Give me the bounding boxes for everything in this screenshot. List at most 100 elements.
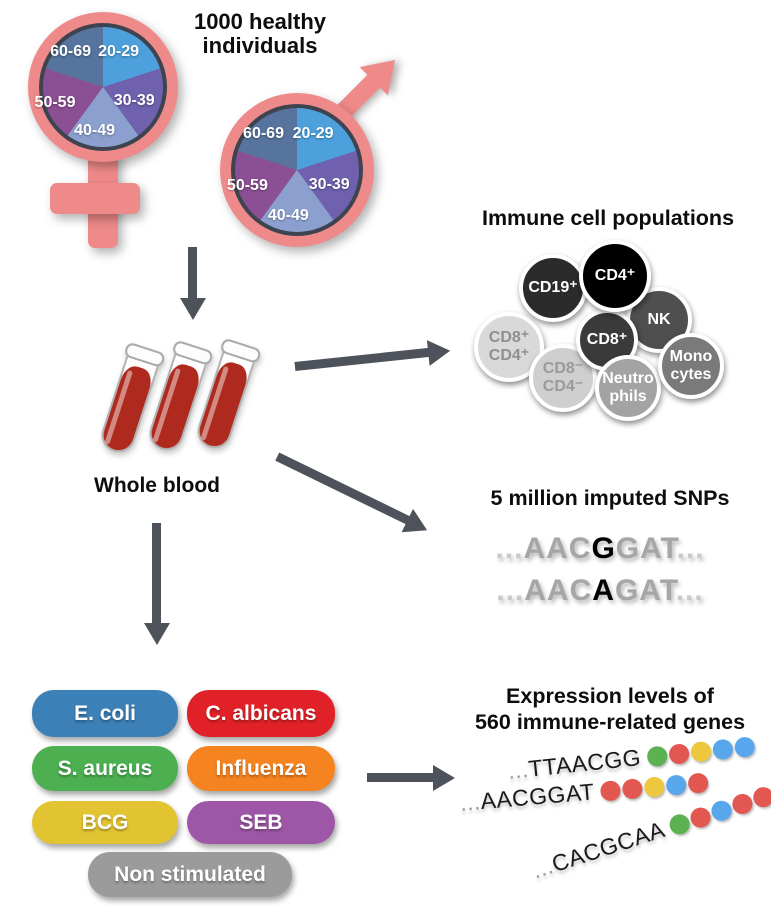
gene-sequence: ...AACGGAT bbox=[459, 778, 596, 817]
pie-label-30-39: 30-39 bbox=[308, 175, 350, 193]
cell-label: phils bbox=[609, 388, 647, 405]
stimulus-label: S. aureus bbox=[57, 756, 153, 780]
arrow-shaft bbox=[367, 773, 435, 782]
arrow-stimuli-to-expression-icon bbox=[367, 765, 455, 791]
arrow-shaft bbox=[275, 452, 412, 526]
sequence-letters: AACGGAT bbox=[479, 778, 596, 815]
arrow-shaft bbox=[152, 523, 161, 625]
pie-label-60-69: 60-69 bbox=[243, 125, 284, 143]
cell-monocytes: Mono cytes bbox=[658, 333, 724, 399]
expression-dot bbox=[666, 811, 692, 837]
snp-variant: G bbox=[591, 532, 616, 565]
cohort-title-line2: individuals bbox=[202, 33, 318, 58]
expression-dot bbox=[665, 773, 687, 796]
stimulus-calbicans: C. albicans bbox=[187, 690, 335, 737]
gene-sequence: ...CACGCAA bbox=[529, 816, 669, 884]
expression-dot bbox=[687, 804, 713, 830]
snp-sequence-1: ...AACGGAT... bbox=[430, 532, 770, 566]
snp-ellipsis: ... bbox=[496, 574, 525, 607]
expression-dot bbox=[708, 797, 734, 823]
snp-ellipsis: ... bbox=[495, 532, 524, 565]
stimulus-label: SEB bbox=[239, 810, 283, 834]
cohort-title-line1: 1000 healthy bbox=[193, 9, 327, 34]
cell-label: Mono bbox=[669, 348, 713, 365]
female-pie-ring: 20-29 30-39 40-49 50-59 60-69 bbox=[35, 23, 167, 151]
stimulus-label: BCG bbox=[81, 810, 129, 834]
sequence-ellipsis: ... bbox=[506, 755, 530, 784]
arrow-head bbox=[433, 765, 455, 791]
female-symbol: 20-29 30-39 40-49 50-59 60-69 bbox=[28, 12, 178, 162]
stimulus-non-stimulated: Non stimulated bbox=[88, 852, 292, 897]
expression-dot bbox=[621, 777, 644, 800]
snp-ellipsis: ... bbox=[675, 574, 704, 607]
pie-label-20-29: 20-29 bbox=[98, 43, 140, 61]
stimulus-label: Influenza bbox=[215, 756, 307, 780]
male-symbol: 20-29 30-39 40-49 50-59 60-69 bbox=[220, 93, 374, 247]
arrow-blood-to-stimuli-icon bbox=[144, 523, 170, 645]
pie-label-40-49: 40-49 bbox=[74, 122, 116, 140]
pie-label-40-49: 40-49 bbox=[267, 206, 309, 224]
stimulus-label: C. albicans bbox=[205, 701, 317, 725]
snp-post: GAT bbox=[615, 532, 677, 565]
cell-label: CD19⁺ bbox=[528, 279, 578, 296]
arrow-shaft bbox=[188, 247, 197, 300]
expression-dot bbox=[729, 790, 755, 817]
stimulus-label: Non stimulated bbox=[114, 862, 266, 886]
cell-label: Neutro bbox=[602, 370, 654, 387]
expression-dot bbox=[667, 742, 690, 765]
arrow-blood-to-snps-icon bbox=[271, 445, 433, 542]
expression-dot bbox=[645, 744, 668, 767]
male-pie-ring: 20-29 30-39 40-49 50-59 60-69 bbox=[227, 104, 363, 236]
snp-pre: AAC bbox=[523, 532, 592, 565]
stimulus-label: E. coli bbox=[74, 701, 136, 725]
snp-sequence-2: ...AACAGAT... bbox=[430, 574, 770, 608]
pie-label-20-29: 20-29 bbox=[292, 125, 334, 143]
expression-dot bbox=[643, 775, 666, 798]
stimulus-bcg: BCG bbox=[32, 801, 178, 844]
expression-dot bbox=[750, 784, 771, 810]
pie-label-50-59: 50-59 bbox=[226, 177, 268, 195]
expression-dot bbox=[599, 779, 622, 802]
cell-label: cytes bbox=[670, 366, 712, 383]
expression-dot bbox=[687, 771, 709, 794]
cell-label: CD8⁻ bbox=[542, 360, 584, 377]
snp-variant: A bbox=[592, 574, 615, 607]
cell-label: CD4⁺ bbox=[594, 267, 636, 284]
pie-label-50-59: 50-59 bbox=[34, 93, 76, 111]
age-pie: 20-29 30-39 40-49 50-59 60-69 bbox=[35, 27, 163, 147]
female-symbol-horizontal-bar bbox=[50, 183, 140, 214]
stimulus-seb: SEB bbox=[187, 801, 335, 844]
snp-pre: AAC bbox=[524, 574, 593, 607]
arrow-head bbox=[144, 623, 170, 645]
snp-ellipsis: ... bbox=[676, 532, 705, 565]
snps-title: 5 million imputed SNPs bbox=[490, 486, 730, 510]
cell-label: CD8⁺ bbox=[586, 331, 628, 348]
pie-label-60-69: 60-69 bbox=[50, 43, 92, 61]
cell-label: CD4⁺ bbox=[488, 347, 530, 364]
stimulus-influenza: Influenza bbox=[187, 746, 335, 791]
arrow-blood-to-cells-icon bbox=[294, 337, 452, 380]
snp-post: GAT bbox=[614, 574, 676, 607]
cohort-title: 1000 healthy individuals bbox=[150, 10, 370, 58]
expression-dot bbox=[711, 737, 734, 760]
arrow-head bbox=[180, 298, 206, 320]
expression-title-line1: Expression levels of bbox=[506, 684, 714, 708]
arrow-shaft bbox=[294, 347, 431, 371]
sequence-letters: CACGCAA bbox=[548, 816, 669, 878]
cell-label: CD4⁻ bbox=[542, 378, 584, 395]
cell-cd4: CD4⁺ bbox=[579, 240, 651, 312]
expression-title-line2: 560 immune-related genes bbox=[474, 710, 746, 734]
immune-cells-title: Immune cell populations bbox=[481, 206, 735, 230]
expression-dot bbox=[689, 740, 712, 763]
age-pie: 20-29 30-39 40-49 50-59 60-69 bbox=[227, 108, 359, 232]
stimulus-saureus: S. aureus bbox=[32, 746, 178, 791]
whole-blood-label: Whole blood bbox=[94, 474, 220, 497]
arrow-cohort-to-blood-icon bbox=[180, 247, 206, 320]
expression-title: Expression levels of 560 immune-related … bbox=[450, 683, 770, 735]
sequence-ellipsis: ... bbox=[458, 788, 482, 816]
cell-label: NK bbox=[647, 311, 671, 328]
cell-label: CD8⁺ bbox=[488, 329, 530, 346]
arrow-head bbox=[426, 337, 452, 366]
stimulus-ecoli: E. coli bbox=[32, 690, 178, 737]
